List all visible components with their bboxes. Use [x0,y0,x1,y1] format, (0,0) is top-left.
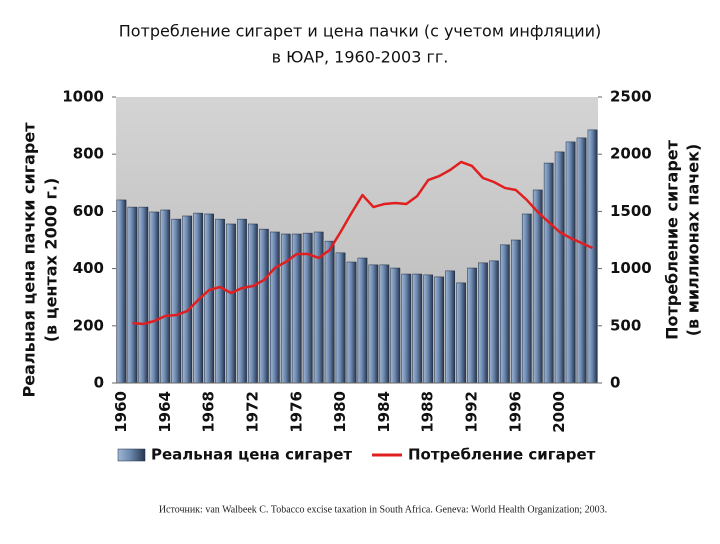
x-tick-label: 1992 [463,391,481,433]
bar [434,276,445,384]
y2-axis-title: Потребление сигарет [663,139,682,340]
bar [259,228,269,384]
bar [467,267,477,384]
legend-label: Реальная цена сигарет [151,446,352,464]
bar [500,244,510,384]
bar [215,218,225,384]
y2-axis-title: (в миллионах пачек) [684,144,703,337]
bar [412,273,423,384]
chart-title: в ЮАР, 1960-2003 гг. [272,48,449,67]
bar [554,151,565,384]
y2-tick-label: 1500 [610,202,652,220]
y-tick-label: 1000 [62,88,104,106]
bar [456,282,466,384]
y-tick-label: 0 [94,374,104,392]
bar [149,211,160,384]
bar [204,213,214,384]
x-tick-label: 1960 [112,391,130,433]
y-tick-label: 800 [73,145,104,163]
bar [248,223,258,384]
bar [532,189,543,384]
y-tick-label: 400 [73,259,104,277]
bar [587,129,598,384]
bar [335,252,346,384]
bar [510,239,521,384]
x-tick-label: 1968 [200,391,218,433]
bar [171,218,182,384]
bar [138,206,149,384]
bar [521,213,532,384]
bar [226,223,236,384]
bar [368,264,379,384]
bar [478,262,488,384]
y2-tick-label: 2000 [610,145,652,163]
bar [269,231,280,384]
bar [401,273,412,384]
bar [576,137,587,384]
x-tick-label: 1988 [419,391,437,433]
legend-label: Потребление сигарет [408,446,596,464]
bar [324,240,335,384]
bar [116,199,127,384]
y-axis-title: Реальная цена пачки сигарет [20,122,39,398]
y-tick-label: 600 [73,202,104,220]
bar [423,274,434,384]
y2-tick-label: 1000 [610,259,652,277]
bar [390,267,401,384]
x-tick-label: 1980 [331,391,349,433]
x-tick-label: 1984 [375,391,393,433]
bar [346,261,357,384]
bar [565,141,576,384]
line [132,160,594,326]
bar [237,218,247,384]
bar [543,162,554,384]
x-tick-label: 1972 [243,391,261,433]
x-tick-label: 1996 [506,391,524,433]
bar [357,257,368,384]
y2-tick-label: 500 [610,316,641,334]
bar [379,264,390,384]
y2-tick-label: 0 [610,374,620,392]
source-note: Источник: van Walbeek C. Tobacco excise … [159,504,607,515]
y2-tick-label: 2500 [610,88,652,106]
bar [445,270,455,384]
legend-swatch [117,448,146,462]
bar [160,209,171,384]
bar [127,206,138,384]
y-tick-label: 200 [73,316,104,334]
bar [280,233,291,384]
x-tick-label: 2000 [550,391,568,433]
x-tick-label: 1964 [156,391,174,433]
bar [489,260,499,384]
x-tick-label: 1976 [287,391,305,433]
y-axis-title: (в центах 2000 г.) [42,178,61,343]
bar [182,215,193,384]
chart-title: Потребление сигарет и цена пачки (с учет… [119,22,602,41]
